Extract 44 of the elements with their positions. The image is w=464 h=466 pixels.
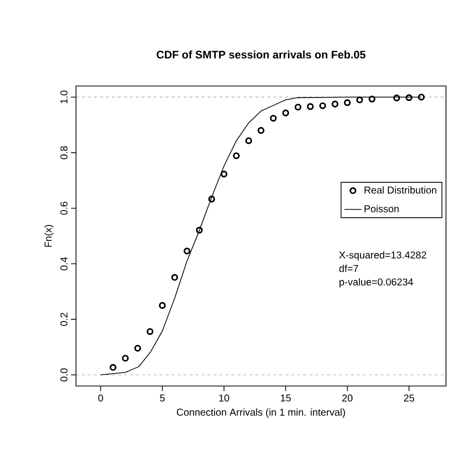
y-tick-label: 0.8: [60, 146, 68, 160]
point: [306, 103, 314, 110]
point: [294, 104, 302, 111]
y-tick-label: 0.6: [60, 202, 68, 215]
y-tick-label: 0.0: [60, 368, 68, 382]
point: [344, 99, 351, 106]
point: [184, 248, 190, 254]
y-tick-label: 0.2: [60, 312, 68, 326]
legend-label: Poisson: [364, 204, 399, 212]
point: [146, 328, 154, 335]
x-axis-title: Connection Arrivals (in 1 min. interval): [176, 408, 345, 418]
point: [319, 102, 326, 110]
point: [356, 96, 364, 104]
point: [393, 94, 400, 102]
point: [245, 137, 252, 144]
x-tick-label: 15: [280, 394, 291, 402]
x-tick-label: 5: [160, 394, 165, 402]
point: [134, 344, 142, 352]
point: [406, 94, 412, 102]
chart-title: CDF of SMTP session arrivals on Feb.05: [156, 50, 366, 58]
y-tick-label: 0.4: [60, 257, 68, 270]
x-tick-label: 25: [404, 394, 414, 402]
point: [232, 152, 240, 160]
point: [171, 274, 178, 281]
annotation: X-squared=13.4282: [339, 251, 426, 260]
x-tick-label: 10: [219, 394, 230, 402]
point: [208, 196, 216, 202]
x-tick-label: 0: [98, 394, 104, 402]
point: [220, 170, 228, 178]
point: [368, 96, 376, 102]
point: [196, 226, 203, 234]
point: [122, 354, 129, 362]
point: [332, 100, 338, 108]
point: [110, 364, 116, 371]
point: [282, 110, 290, 116]
y-axis-title: Fn(x): [44, 224, 54, 247]
point: [270, 114, 277, 122]
annotation: df=7: [339, 264, 358, 272]
y-tick-label: 1.0: [60, 90, 68, 104]
annotation: p-value=0.06234: [340, 278, 414, 288]
legend-label: Real Distribution: [364, 186, 436, 194]
x-tick-label: 20: [342, 394, 352, 402]
point: [158, 302, 166, 309]
point: [258, 127, 264, 134]
